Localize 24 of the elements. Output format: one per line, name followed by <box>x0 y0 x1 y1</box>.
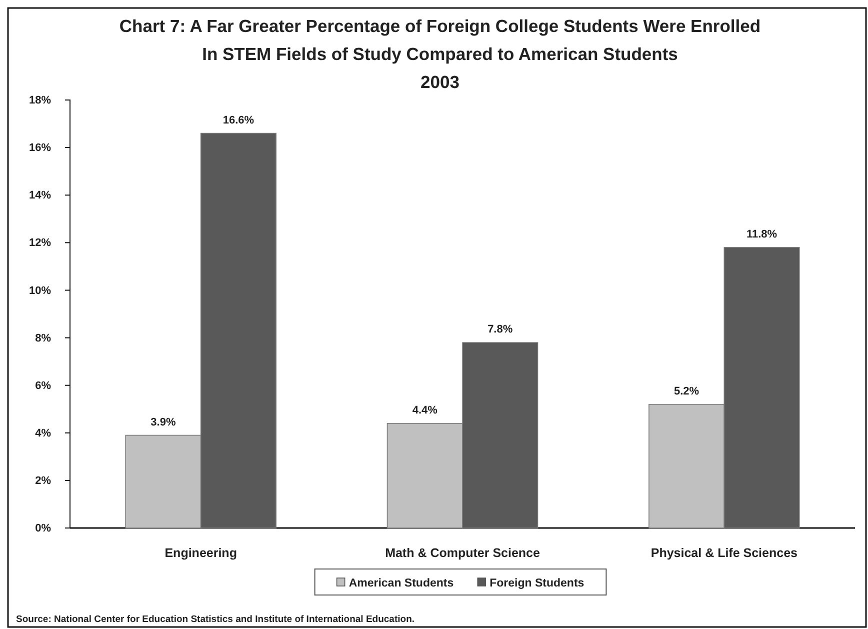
data-label: 11.8% <box>746 228 778 240</box>
data-label: 7.8% <box>488 324 513 336</box>
y-tick-label: 14% <box>28 190 52 202</box>
y-tick-label: 12% <box>28 237 52 250</box>
data-label: 3.9% <box>150 416 176 428</box>
y-tick-label: 0% <box>35 522 52 535</box>
x-tick-label: Physical & Life Sciences <box>650 546 798 560</box>
source-note: Source: National Center for Education Statistics and Institute of International Education. <box>16 614 415 625</box>
legend-label: Foreign Students <box>490 578 584 590</box>
x-tick-label: Math & Computer Science <box>385 546 540 560</box>
data-label: 4.4% <box>412 404 438 416</box>
data-label: 16.6% <box>222 114 254 126</box>
y-tick-label: 6% <box>35 380 52 392</box>
data-label: 5.2% <box>674 385 700 398</box>
y-tick-label: 4% <box>35 427 52 440</box>
y-tick-label: 18% <box>28 94 52 107</box>
y-tick-label: 2% <box>35 474 52 487</box>
y-tick-label: 10% <box>28 284 52 297</box>
chart-subtitle: 2003 <box>420 72 460 92</box>
legend-label: American Students <box>348 578 454 590</box>
x-tick-label: Engineering <box>164 546 237 560</box>
chart-title: Chart 7: A Far Greater Percentage of Foreign College Students Were Enrolled In STEM Fields of Study Compared to American Students <box>119 16 761 64</box>
y-tick-label: 16% <box>28 142 52 154</box>
y-tick-label: 8% <box>35 332 52 344</box>
